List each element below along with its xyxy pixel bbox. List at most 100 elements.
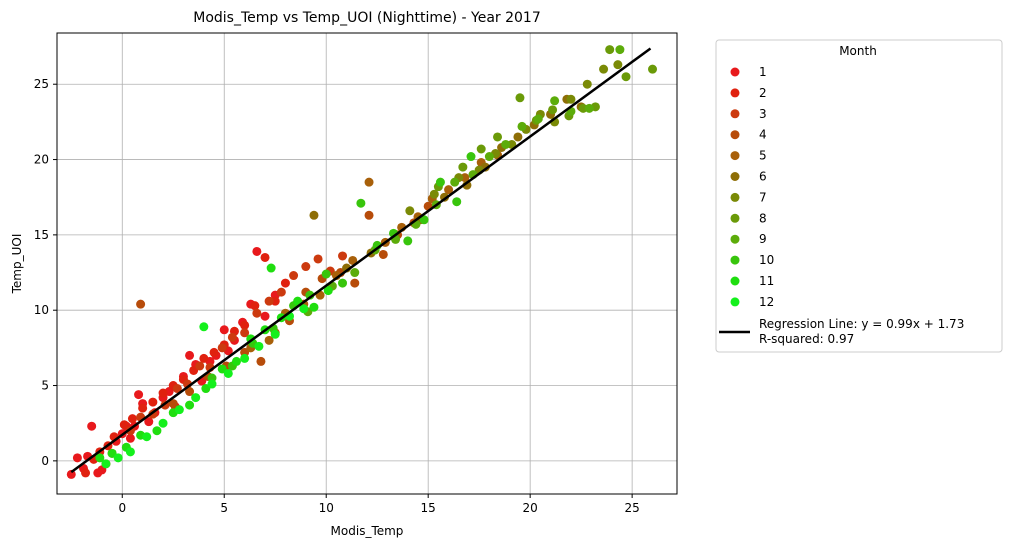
legend-label-month-10: 10 [759,253,774,267]
data-point-month-12 [125,447,135,457]
data-point-month-2 [199,353,209,363]
data-point-month-7 [405,206,415,216]
legend-marker-month-8 [730,213,740,223]
data-point-month-4 [168,399,178,409]
data-point-month-10 [419,215,429,225]
data-point-month-10 [466,152,476,162]
data-point-month-7 [566,94,576,104]
data-point-month-9 [517,121,527,131]
y-tick-label: 5 [41,379,49,393]
data-point-month-3 [338,251,348,261]
data-points [66,45,658,479]
data-point-month-3 [289,271,299,281]
data-point-month-6 [513,132,523,142]
plot-frame [56,32,678,495]
data-point-month-12 [199,322,209,332]
legend-box [715,39,1003,353]
data-point-month-11 [152,426,162,436]
data-point-month-9 [615,45,625,55]
legend-title: Month [839,44,877,58]
x-tick-label: 0 [118,501,126,515]
data-point-month-2 [250,301,260,311]
data-point-month-12 [223,368,233,378]
data-point-month-2 [209,347,219,357]
data-point-month-7 [599,64,609,74]
data-point-month-2 [280,278,290,288]
data-point-month-5 [364,177,374,187]
data-point-month-5 [348,255,358,265]
legend-marker-month-11 [730,276,740,286]
data-point-month-10 [338,278,348,288]
legend-label-month-11: 11 [759,274,774,288]
legend-label-month-3: 3 [759,107,767,121]
data-point-month-11 [185,400,195,410]
y-tick-label: 15 [34,228,49,242]
data-point-month-12 [299,304,309,314]
data-point-month-1 [144,417,154,427]
data-point-month-1 [185,350,195,360]
data-point-month-3 [264,296,274,306]
data-point-month-8 [621,72,631,82]
data-point-month-5 [444,185,454,195]
data-point-month-9 [484,152,494,162]
data-point-month-9 [584,103,594,113]
data-point-month-8 [476,144,486,154]
data-point-month-10 [435,177,445,187]
data-point-month-11 [309,302,319,312]
legend-label-month-12: 12 [759,295,774,309]
data-point-month-11 [266,263,276,273]
data-point-month-7 [429,189,439,199]
y-tick-label: 0 [41,454,49,468]
data-point-month-12 [174,405,184,415]
legend-marker-month-7 [730,192,740,202]
data-point-month-4 [364,210,374,220]
data-point-month-1 [134,390,144,400]
y-tick-label: 10 [34,303,49,317]
data-point-month-8 [458,162,468,172]
x-tick-label: 10 [319,501,334,515]
data-point-month-4 [378,249,388,259]
data-point-month-3 [195,361,205,371]
data-point-month-3 [217,343,227,353]
data-point-month-4 [136,299,146,309]
data-point-month-2 [138,403,148,413]
x-axis-label: Modis_Temp [331,524,404,538]
y-tick-label: 25 [34,77,49,91]
data-point-month-2 [240,320,250,330]
x-axis-ticks: 0 5 10 15 20 25 [118,494,640,515]
legend-regression-line-label: Regression Line: y = 0.99x + 1.73 [759,317,964,331]
data-point-month-3 [313,254,323,264]
data-point-month-2 [119,420,129,430]
data-point-month-3 [301,262,311,272]
data-point-month-7 [613,60,623,70]
data-point-month-11 [323,286,333,296]
legend-marker-month-9 [730,234,740,244]
data-point-month-9 [450,177,460,187]
legend-label-month-7: 7 [759,190,767,204]
legend-label-month-2: 2 [759,86,767,100]
data-point-month-3 [240,328,250,338]
data-point-month-8 [548,105,558,115]
data-point-month-10 [403,236,413,246]
data-point-month-1 [87,421,97,431]
legend-marker-month-4 [730,130,740,140]
regression-line-layer [70,47,652,474]
data-point-month-1 [260,311,270,321]
x-tick-label: 5 [220,501,228,515]
legend-label-month-5: 5 [759,149,767,163]
data-point-month-12 [240,353,250,363]
data-point-month-7 [582,79,592,89]
data-point-month-12 [191,393,201,403]
data-point-month-8 [493,132,503,142]
data-point-month-1 [125,433,135,443]
data-point-month-4 [350,278,360,288]
x-tick-label: 15 [421,501,436,515]
data-point-month-3 [172,384,182,394]
legend-r-squared-label: R-squared: 0.97 [759,332,854,346]
legend-marker-month-5 [730,151,740,161]
data-point-month-9 [350,268,360,278]
data-point-month-2 [260,252,270,262]
data-point-month-12 [158,418,168,428]
legend-label-month-6: 6 [759,170,767,184]
